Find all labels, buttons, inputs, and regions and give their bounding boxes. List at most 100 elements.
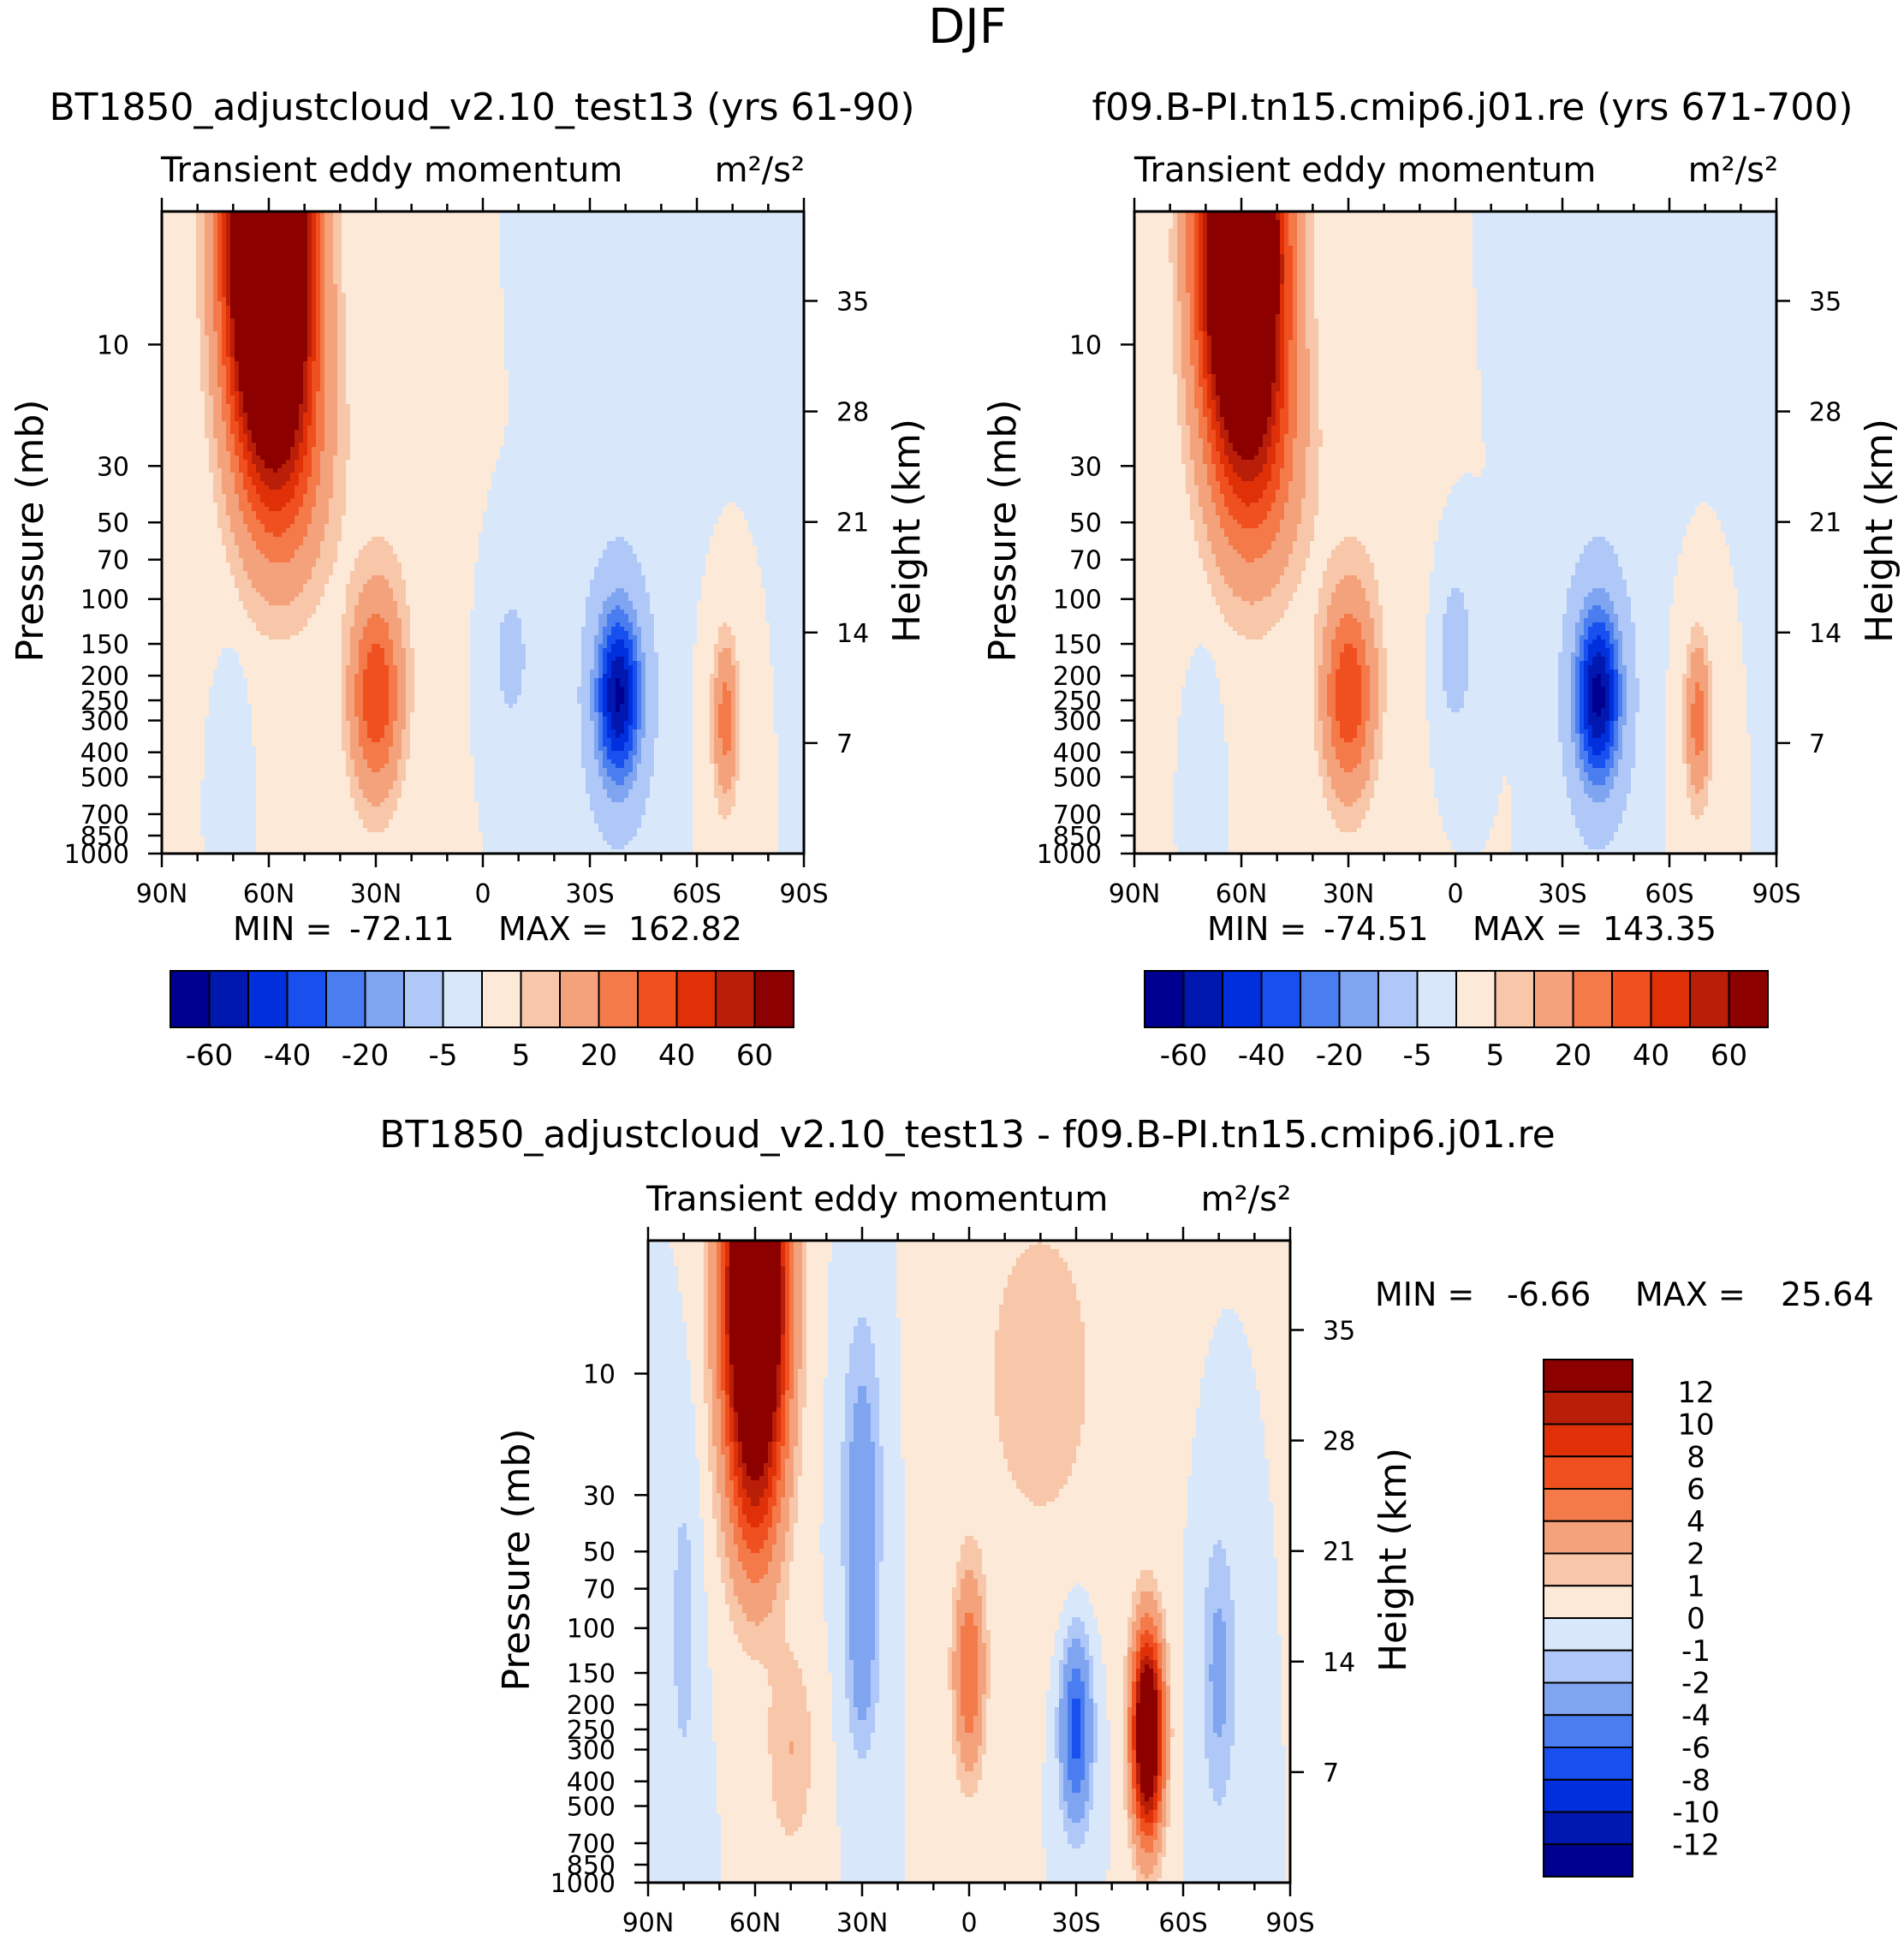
field-cell [346, 340, 351, 345]
field-cell [431, 259, 437, 264]
field-cell [693, 254, 698, 259]
field-cell [603, 263, 608, 268]
field-cell [697, 289, 702, 294]
field-cell [290, 220, 295, 225]
field-cell [286, 220, 291, 225]
field-cell [770, 331, 775, 336]
field-cell [402, 318, 407, 324]
field-cell [213, 280, 218, 285]
field-cell [491, 314, 497, 319]
field-cell [577, 241, 582, 247]
field-cell [354, 216, 360, 221]
field-cell [217, 318, 223, 324]
field-cell [637, 259, 642, 264]
field-cell [457, 301, 462, 306]
field-cell [192, 271, 197, 277]
field-cell [166, 271, 171, 277]
field-cell [483, 229, 488, 234]
field-cell [646, 233, 651, 238]
field-cell [491, 250, 497, 255]
field-cell [222, 250, 227, 255]
field-cell [795, 310, 800, 315]
field-cell [556, 310, 561, 315]
field-cell [500, 344, 505, 349]
field-cell [594, 314, 599, 319]
field-cell [551, 340, 556, 345]
field-cell [513, 293, 518, 298]
field-cell [307, 289, 312, 294]
field-cell [423, 293, 428, 298]
field-cell [196, 229, 201, 234]
field-cell [175, 306, 180, 311]
field-cell [393, 224, 398, 229]
field-cell [192, 301, 197, 306]
field-cell [410, 233, 415, 238]
field-cell [624, 289, 629, 294]
field-cell [440, 336, 445, 341]
field-cell [765, 331, 771, 336]
field-cell [200, 229, 205, 234]
field-cell [607, 331, 612, 336]
field-cell [431, 254, 437, 259]
field-cell [594, 224, 599, 229]
field-cell [312, 331, 317, 336]
field-cell [265, 237, 270, 242]
field-cell [628, 259, 634, 264]
field-cell [200, 344, 205, 349]
field-cell [654, 310, 659, 315]
field-cell [166, 323, 171, 328]
field-cell [277, 297, 283, 302]
field-cell [620, 348, 625, 354]
field-cell [590, 237, 595, 242]
field-cell [470, 310, 475, 315]
field-cell [440, 306, 445, 311]
field-cell [436, 263, 441, 268]
field-cell [196, 259, 201, 264]
field-cell [183, 314, 188, 319]
field-cell [770, 229, 775, 234]
field-cell [440, 318, 445, 324]
field-cell [337, 310, 342, 315]
field-cell [414, 306, 419, 311]
field-cell [607, 250, 612, 255]
field-cell [187, 271, 193, 277]
field-cell [658, 344, 663, 349]
field-cell [594, 246, 599, 251]
field-cell [431, 267, 437, 272]
field-cell [205, 306, 210, 311]
field-cell [222, 229, 227, 234]
field-cell [718, 314, 723, 319]
field-cell [705, 233, 711, 238]
field-cell [252, 216, 257, 221]
field-cell [564, 344, 569, 349]
field-cell [260, 331, 265, 336]
field-cell [389, 237, 394, 242]
field-cell [461, 224, 467, 229]
field-cell [436, 293, 441, 298]
field-cell [312, 318, 317, 324]
field-cell [748, 348, 753, 354]
field-cell [530, 301, 535, 306]
field-cell [509, 246, 514, 251]
field-cell [265, 259, 270, 264]
field-cell [624, 323, 629, 328]
field-cell [710, 301, 715, 306]
field-cell [547, 293, 552, 298]
field-cell [607, 314, 612, 319]
field-cell [521, 289, 527, 294]
field-cell [457, 331, 462, 336]
field-cell [354, 254, 360, 259]
field-cell [329, 263, 334, 268]
field-cell [534, 323, 539, 328]
field-cell [628, 301, 634, 306]
field-cell [449, 336, 454, 341]
field-cell [406, 289, 411, 294]
field-cell [590, 263, 595, 268]
field-cell [650, 318, 655, 324]
field-cell [239, 254, 244, 259]
field-cell [320, 276, 325, 281]
field-cell [491, 229, 497, 234]
field-cell [470, 233, 475, 238]
field-cell [427, 336, 432, 341]
field-cell [217, 336, 223, 341]
